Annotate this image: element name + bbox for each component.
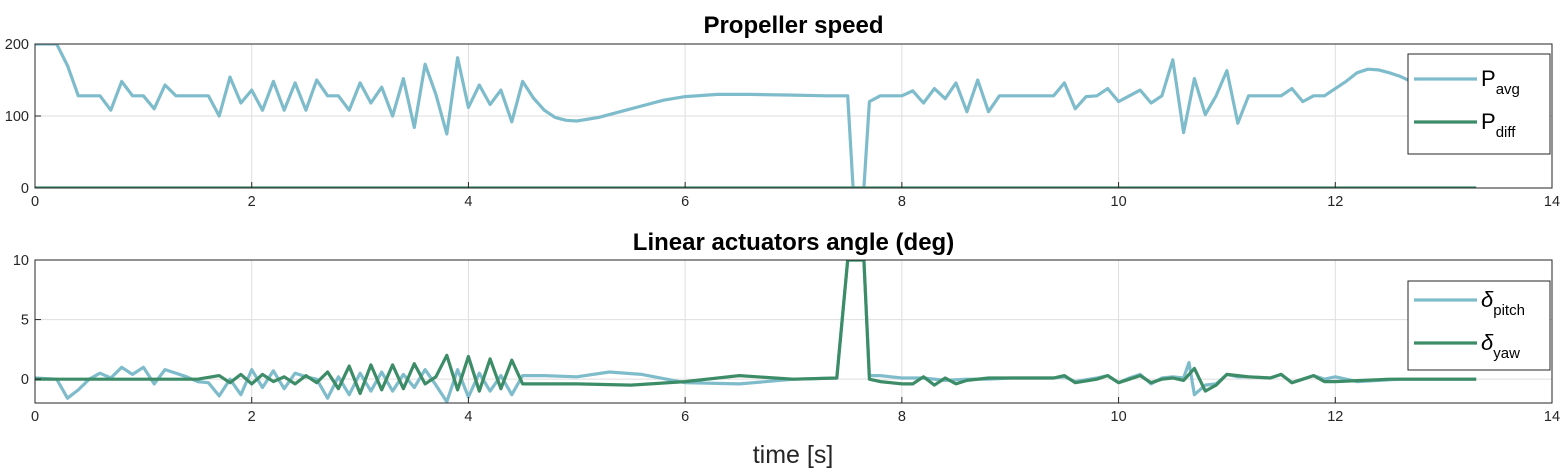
x-tick-label: 4 [464,409,472,425]
x-tick-label: 0 [31,409,39,425]
x-tick-label: 2 [248,194,256,210]
propeller-speed-panel: Propeller speed 0 2 4 6 8 10 12 14 0 100 200 Pavg Pdi… [5,12,1560,210]
legend-label-yaw: δyaw [1481,330,1520,362]
x-tick-label: 8 [898,194,906,210]
y-tick-label: 0 [21,181,29,197]
x-tick-label: 12 [1327,409,1343,425]
x-tick-label: 6 [681,194,689,210]
x-tick-label: 4 [464,194,472,210]
y-tick-label: 5 [21,313,29,329]
legend: δpitch δyaw [1407,280,1551,371]
x-tick-label: 6 [681,409,689,425]
x-tick-label: 10 [1111,194,1127,210]
series-line-pitch [35,260,1477,403]
x-tick-label: 10 [1111,409,1127,425]
legend-label-diff: Pdiff [1481,109,1516,141]
x-tick-label: 12 [1327,194,1343,210]
y-tick-label: 100 [5,109,29,125]
legend-box [1407,280,1551,371]
chart-title: Linear actuators angle (deg) [633,229,954,256]
axes-box [34,259,1553,404]
y-tick-label: 10 [13,253,29,269]
legend-box [1407,53,1551,155]
y-tick-label: 200 [5,37,29,53]
chart-title: Propeller speed [703,12,883,39]
legend-label-avg: Pavg [1481,66,1520,98]
y-tick-label: 0 [21,372,29,388]
x-tick-label: 14 [1544,409,1560,425]
x-tick-label: 0 [31,194,39,210]
series-line-avg [35,44,1423,188]
x-tick-label: 2 [248,409,256,425]
x-tick-label: 8 [898,409,906,425]
series-line-yaw [35,260,1477,396]
legend: Pavg Pdiff [1407,53,1551,155]
linear-actuators-panel: Linear actuators angle (deg) 0 2 4 6 8 10 12 14 0… [13,229,1560,425]
x-axis-label: time [s] [753,441,834,469]
x-tick-label: 14 [1544,194,1560,210]
legend-label-pitch: δpitch [1481,287,1525,319]
